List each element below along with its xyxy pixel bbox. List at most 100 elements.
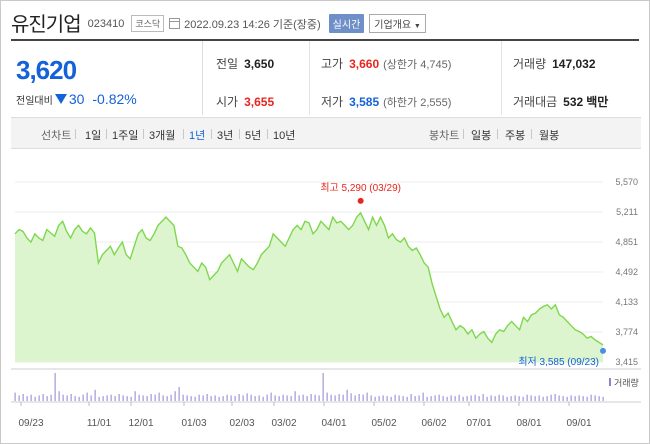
stat-unit: 백만 (586, 95, 609, 109)
volume-bar (202, 395, 204, 401)
company-info-button[interactable]: 기업개요 ▼ (369, 14, 426, 33)
y-tick-label: 3,415 (615, 357, 638, 367)
volume-bar (434, 395, 436, 401)
stat-label: 거래대금 (513, 95, 558, 109)
volume-bar (534, 396, 536, 401)
tab-divider (75, 129, 76, 139)
tab-period-1y[interactable]: 1년 (189, 130, 206, 142)
tab-candle-weekly[interactable]: 주봉 (505, 130, 526, 142)
volume-bar (326, 392, 328, 401)
stat-low: 저가 3,585 (하한가 2,555) (321, 93, 451, 110)
volume-bar (582, 396, 584, 401)
volume-bar (330, 394, 332, 401)
realtime-button[interactable]: 실시간 (328, 14, 365, 33)
volume-bar (514, 395, 516, 401)
volume-bar (342, 394, 344, 401)
volume-bar (242, 395, 244, 401)
volume-bar (494, 396, 496, 401)
x-tick-label: 09/23 (18, 418, 43, 429)
volume-bar (14, 392, 16, 401)
x-tick-label: 09/01 (566, 418, 591, 429)
volume-bar (258, 395, 260, 401)
tab-candle-monthly[interactable]: 월봉 (539, 130, 560, 142)
volume-bar (518, 396, 520, 401)
down-arrow-icon (54, 94, 67, 104)
x-tick-label: 07/01 (466, 418, 491, 429)
line-chart-tab[interactable]: 선차트 (41, 130, 72, 142)
volume-bar (34, 396, 36, 401)
tab-period-1w[interactable]: 1주일 (112, 130, 139, 142)
volume-bar (90, 395, 92, 401)
volume-bar (458, 394, 460, 401)
volume-bar (22, 394, 24, 401)
volume-bar (354, 395, 356, 401)
volume-bar (318, 395, 320, 401)
volume-bar (346, 389, 348, 401)
volume-bar (158, 392, 160, 401)
volume-bar (162, 395, 164, 401)
volume-bar (474, 394, 476, 401)
volume-legend: 거래량 (614, 377, 639, 388)
volume-bar (250, 394, 252, 401)
x-tick-label: 08/01 (516, 418, 541, 429)
candle-chart-tab[interactable]: 봉차트 (429, 130, 460, 142)
volume-bar (502, 395, 504, 401)
tab-period-3y[interactable]: 3년 (217, 130, 234, 142)
volume-bar (278, 396, 280, 401)
stat-open: 시가 3,655 (216, 93, 274, 110)
tab-divider (143, 129, 144, 139)
volume-bar (38, 395, 40, 401)
x-tick-label: 01/03 (181, 418, 206, 429)
tab-period-3m[interactable]: 3개월 (149, 130, 176, 142)
tab-period-5y[interactable]: 5년 (245, 130, 262, 142)
tab-period-1d[interactable]: 1일 (85, 130, 102, 142)
volume-bar (50, 394, 52, 401)
volume-bar (462, 396, 464, 401)
company-name[interactable]: 유진기업 (11, 13, 82, 36)
volume-bar (46, 396, 48, 401)
volume-bar (446, 396, 448, 401)
volume-bar (402, 396, 404, 401)
stat-value: 3,650 (244, 57, 275, 71)
volume-bar (554, 394, 556, 401)
x-tick-label: 05/02 (371, 418, 396, 429)
volume-bar (302, 394, 304, 401)
stat-label: 고가 (321, 57, 344, 71)
stat-high: 고가 3,660 (상한가 4,745) (321, 55, 451, 72)
volume-bar (246, 393, 248, 401)
volume-bar (486, 396, 488, 401)
volume-bar (98, 396, 100, 401)
volume-bar (470, 395, 472, 401)
volume-bar (598, 396, 600, 401)
volume-bar (82, 394, 84, 401)
volume-bar (218, 396, 220, 401)
volume-bar (406, 396, 408, 401)
x-tick-label: 03/02 (271, 418, 296, 429)
volume-bar (490, 395, 492, 401)
volume-bar (410, 394, 412, 401)
volume-bar (338, 394, 340, 401)
volume-bar (306, 396, 308, 401)
tab-period-10y[interactable]: 10년 (273, 130, 296, 142)
tab-divider (211, 129, 212, 139)
y-tick-label: 4,133 (615, 297, 638, 307)
volume-bar (146, 396, 148, 401)
volume-bar (54, 373, 56, 401)
chart-tab-bar: 선차트 1일 1주일 3개월 1년 3년 5년 10년 봉차트 일봉 주봉 월봉 (11, 117, 641, 149)
volume-bar (386, 396, 388, 401)
volume-bar (574, 396, 576, 401)
volume-bar (498, 394, 500, 401)
volume-bar (138, 394, 140, 401)
x-axis-ticks: 09/23 11/01 12/01 01/03 02/03 03/02 04/01 05/02… (18, 402, 592, 429)
low-marker (600, 347, 606, 354)
stat-label: 시가 (216, 95, 239, 109)
volume-bar (414, 396, 416, 401)
upper-limit: (상한가 4,745) (383, 59, 452, 71)
stat-value: 147,032 (552, 57, 596, 71)
tab-candle-daily[interactable]: 일봉 (471, 130, 492, 142)
x-tick-label: 06/02 (421, 418, 446, 429)
volume-bar (542, 396, 544, 401)
tab-divider (267, 129, 268, 139)
volume-bar (334, 395, 336, 401)
quote-date: 2022.09.23 14:26 기준(장중) (184, 18, 321, 31)
